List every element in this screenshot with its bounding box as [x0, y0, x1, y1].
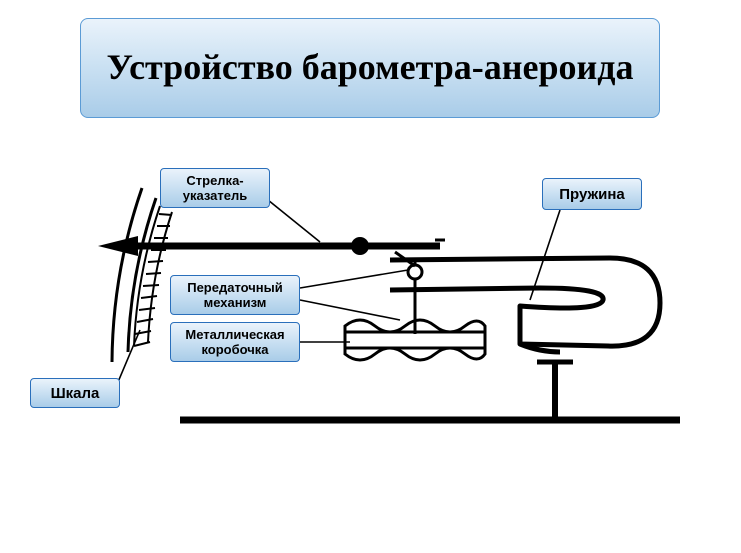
- label-spring-text: Пружина: [553, 184, 631, 205]
- scale-inner-arc: [128, 198, 156, 352]
- page-title: Устройство барометра-анероида: [107, 47, 634, 88]
- spring-shape: [390, 258, 660, 346]
- lever: [395, 252, 415, 266]
- label-box: Металлическаякоробочка: [170, 322, 300, 362]
- label-pointer-text: Стрелка-указатель: [177, 171, 254, 205]
- label-pointer: Стрелка-указатель: [160, 168, 270, 208]
- capsule-top: [345, 320, 485, 332]
- label-spring: Пружина: [542, 178, 642, 210]
- label-mechanism-text: Передаточныймеханизм: [181, 278, 289, 312]
- spring-rest: [520, 344, 560, 352]
- title-box: Устройство барометра-анероида: [80, 18, 660, 118]
- pointer-pivot: [351, 237, 369, 255]
- pointer-head: [98, 236, 138, 256]
- label-scale: Шкала: [30, 378, 120, 408]
- label-mechanism: Передаточныймеханизм: [170, 275, 300, 315]
- capsule-bottom: [345, 348, 485, 360]
- scale-ticks: [134, 206, 172, 346]
- scale-outer-arc: [112, 188, 142, 362]
- rod-ring: [408, 265, 422, 279]
- label-scale-text: Шкала: [45, 383, 106, 404]
- label-box-text: Металлическаякоробочка: [179, 325, 290, 359]
